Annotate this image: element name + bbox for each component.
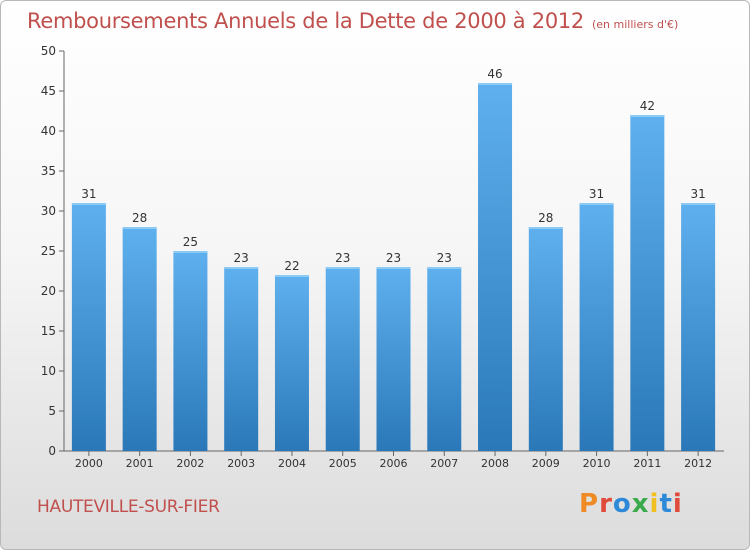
bar <box>579 203 614 451</box>
bar-highlight <box>630 115 665 117</box>
y-tick-label: 5 <box>48 404 56 418</box>
y-tick-label: 10 <box>41 364 56 378</box>
bar <box>427 267 462 451</box>
x-tick-label: 2006 <box>380 457 408 470</box>
x-tick-label: 2005 <box>329 457 357 470</box>
bar <box>122 227 157 451</box>
y-tick-label: 20 <box>41 284 56 298</box>
bar <box>478 83 513 451</box>
bar-highlight <box>173 251 208 253</box>
y-tick-label: 25 <box>41 244 56 258</box>
y-tick-label: 15 <box>41 324 56 338</box>
bar-highlight <box>274 275 309 277</box>
bar-value-label: 28 <box>132 211 147 225</box>
x-tick-label: 2009 <box>532 457 560 470</box>
x-tick-label: 2010 <box>583 457 611 470</box>
bar-value-label: 25 <box>183 235 198 249</box>
bar <box>173 251 208 451</box>
logo-letter: o <box>612 489 632 519</box>
bar-value-label: 31 <box>81 187 96 201</box>
x-tick-label: 2008 <box>481 457 509 470</box>
y-tick-label: 0 <box>48 444 56 458</box>
logo-letter: P <box>579 489 600 519</box>
bar-highlight <box>224 267 259 269</box>
proxiti-logo: Proxiti <box>579 489 683 519</box>
bar <box>630 115 665 451</box>
bar <box>528 227 563 451</box>
bar-value-label: 46 <box>487 67 502 81</box>
logo-letter: t <box>659 489 673 519</box>
logo-letter: i <box>649 489 660 519</box>
bar-value-label: 31 <box>690 187 705 201</box>
x-tick-label: 2012 <box>684 457 712 470</box>
bar-value-label: 23 <box>335 251 350 265</box>
city-name: HAUTEVILLE-SUR-FIER <box>37 497 220 517</box>
y-tick-label: 35 <box>41 164 56 178</box>
bar-value-label: 22 <box>284 259 299 273</box>
bar <box>71 203 106 451</box>
y-tick-label: 45 <box>41 84 56 98</box>
chart-title-text: Remboursements Annuels de la Dette de 20… <box>27 9 584 33</box>
bar-value-label: 23 <box>234 251 249 265</box>
bar-highlight <box>478 83 513 85</box>
bar <box>224 267 259 451</box>
x-tick-label: 2003 <box>227 457 255 470</box>
bar-highlight <box>71 203 106 205</box>
bar-highlight <box>325 267 360 269</box>
bar <box>681 203 716 451</box>
bar-highlight <box>528 227 563 229</box>
chart-subtitle: (en milliers d'€) <box>592 18 679 31</box>
bar <box>325 267 360 451</box>
bar-value-label: 23 <box>386 251 401 265</box>
chart-title: Remboursements Annuels de la Dette de 20… <box>27 9 678 33</box>
logo-letter: r <box>599 489 613 519</box>
bar <box>274 275 309 451</box>
bar-highlight <box>122 227 157 229</box>
bar-value-label: 42 <box>640 99 655 113</box>
x-tick-label: 2004 <box>278 457 306 470</box>
logo-letter: x <box>631 489 650 519</box>
bar-highlight <box>376 267 411 269</box>
x-tick-label: 2002 <box>176 457 204 470</box>
x-tick-label: 2000 <box>75 457 103 470</box>
y-tick-label: 30 <box>41 204 56 218</box>
bar-highlight <box>579 203 614 205</box>
logo-letter: i <box>672 489 683 519</box>
bar-highlight <box>681 203 716 205</box>
bar-value-label: 28 <box>538 211 553 225</box>
bar-value-label: 31 <box>589 187 604 201</box>
x-tick-label: 2011 <box>633 457 661 470</box>
x-tick-label: 2001 <box>126 457 154 470</box>
bar <box>376 267 411 451</box>
y-tick-label: 40 <box>41 124 56 138</box>
x-tick-label: 2007 <box>430 457 458 470</box>
bar-highlight <box>427 267 462 269</box>
bar-value-label: 23 <box>437 251 452 265</box>
y-tick-label: 50 <box>41 44 56 58</box>
